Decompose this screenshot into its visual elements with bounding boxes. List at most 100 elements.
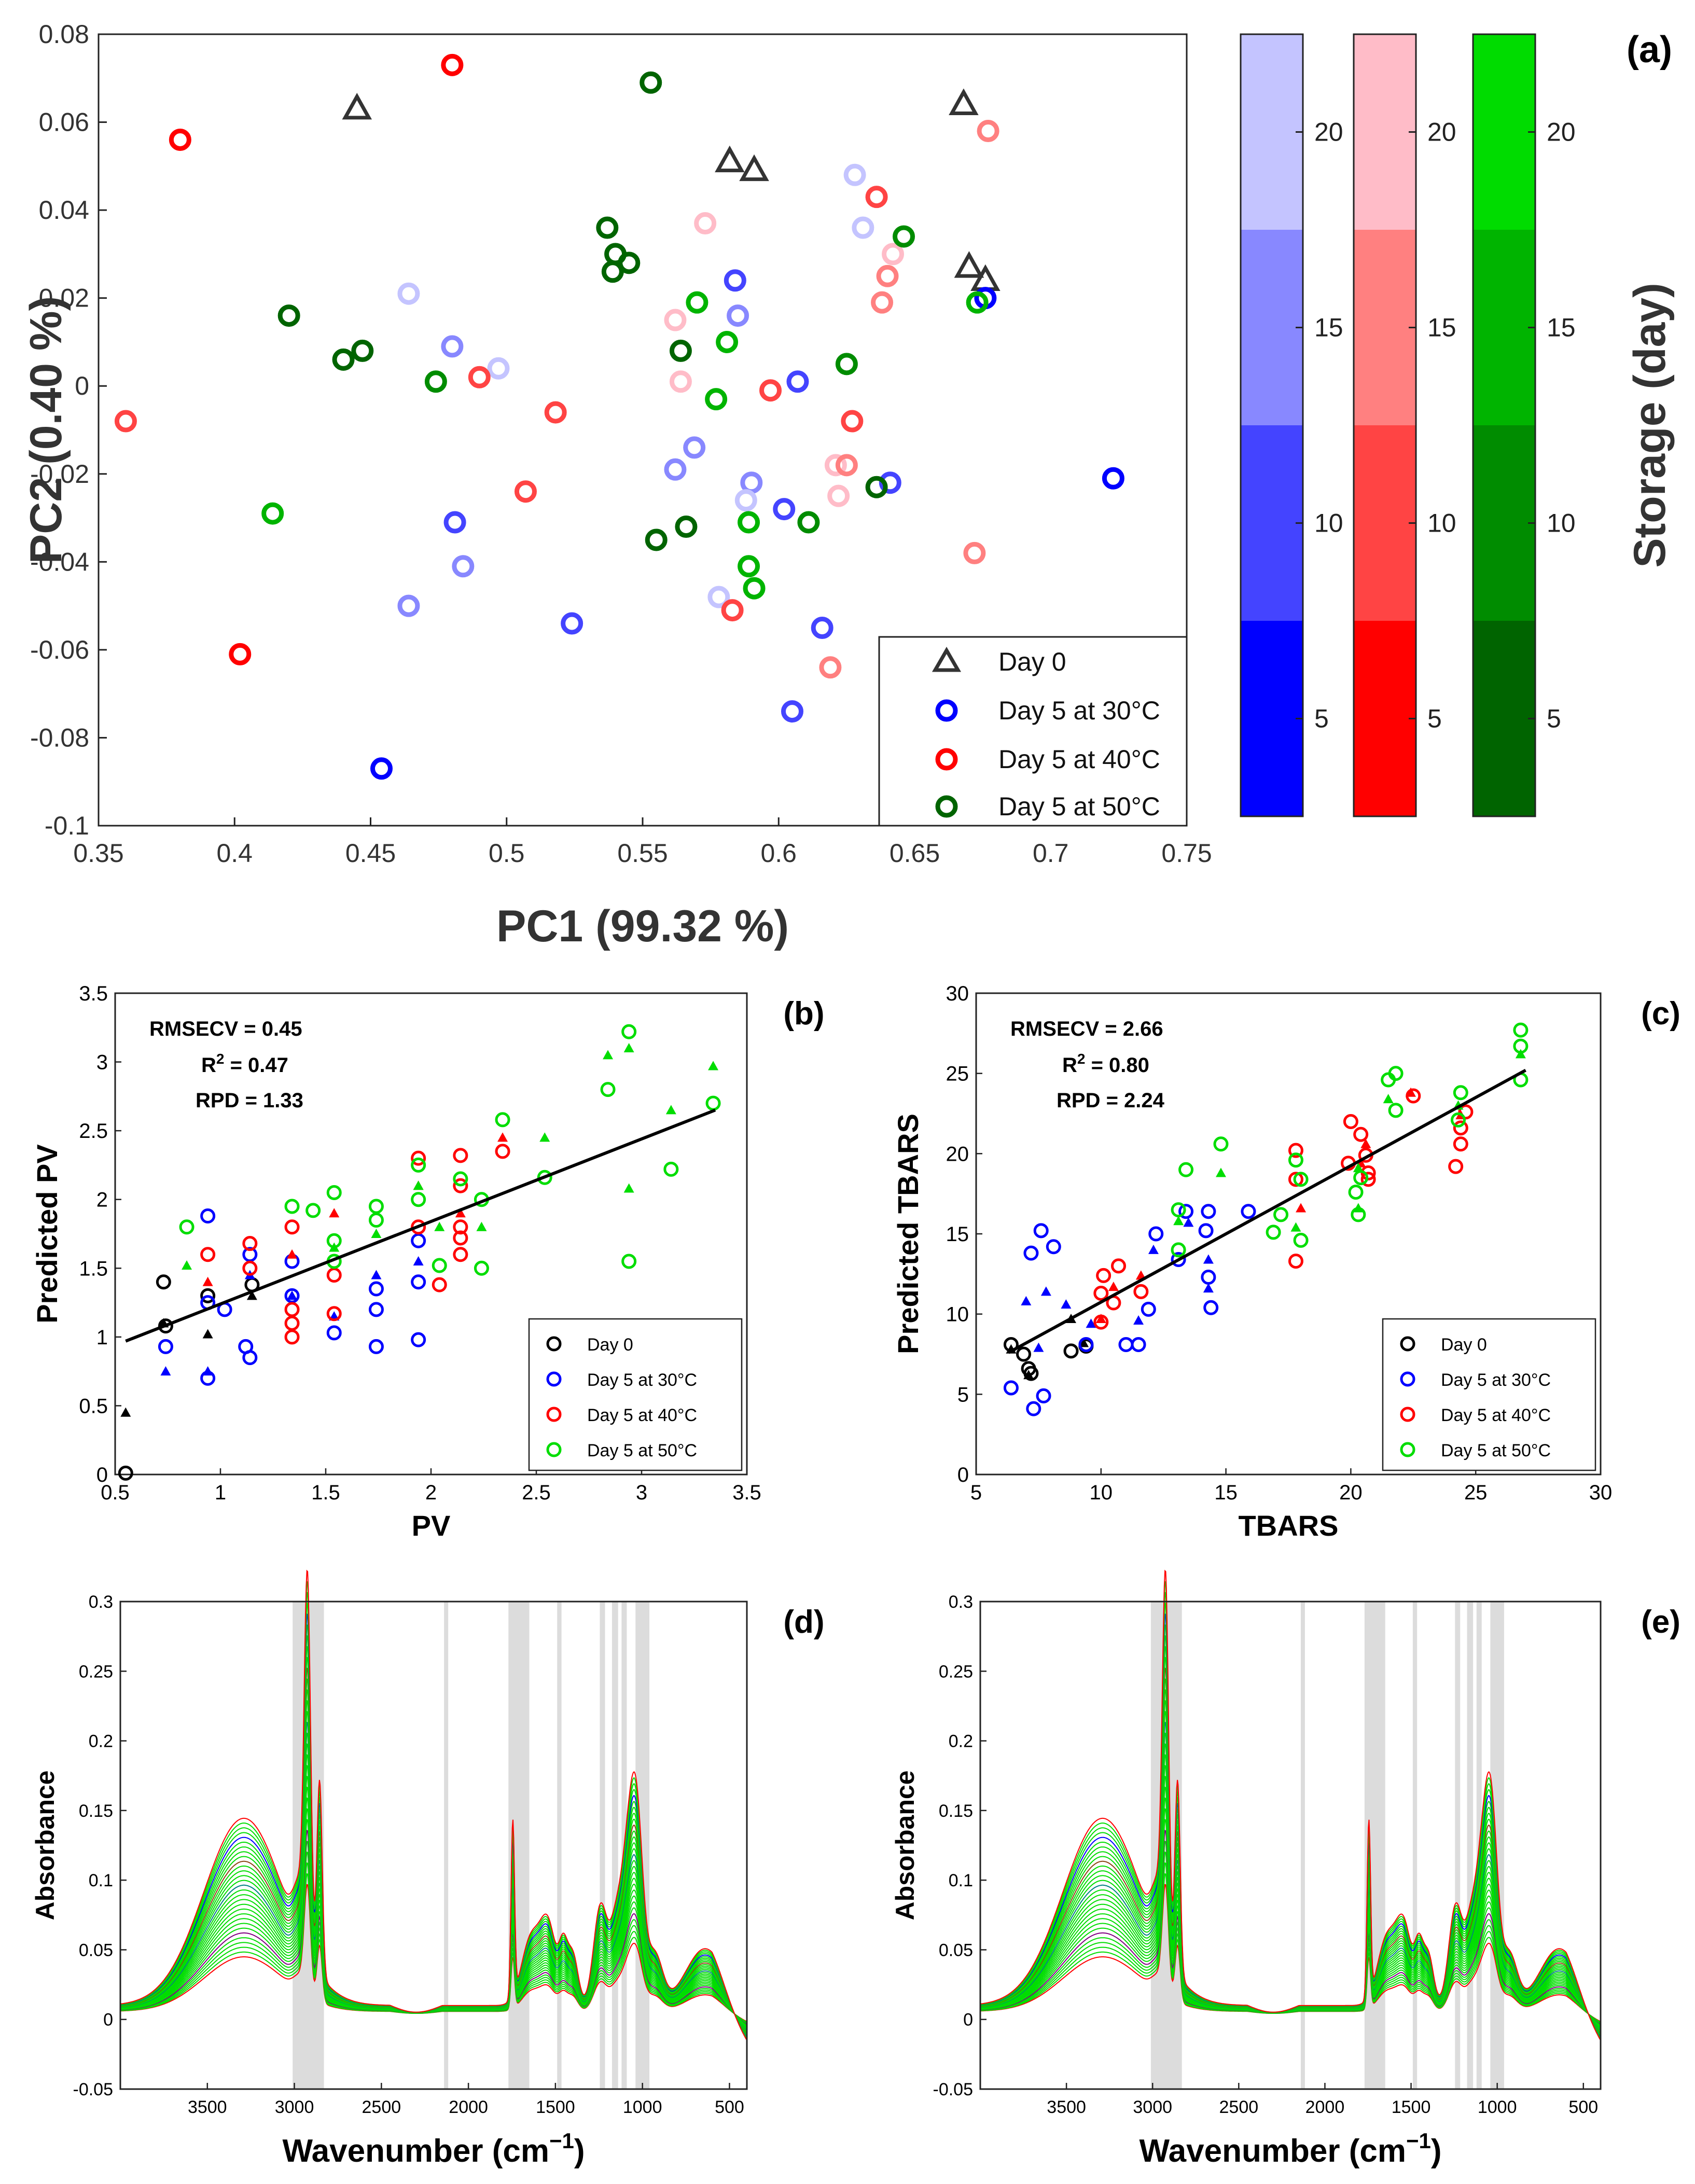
x-tick-label: 0.4 [216, 839, 253, 868]
triangle-point [371, 1270, 382, 1279]
scatter-point [370, 757, 393, 780]
circle-point [1453, 1136, 1468, 1152]
scatter-point [514, 480, 537, 503]
spectrum-line [980, 1569, 1601, 2041]
y-tick-label: 0.2 [89, 1732, 113, 1751]
y-tick-label: -0.06 [30, 635, 89, 664]
plot-frame [119, 1601, 748, 2090]
circle-point [368, 1212, 384, 1228]
x-tick-label: 1 [215, 1481, 226, 1504]
scatter-point [229, 643, 252, 665]
circle-point [1241, 1204, 1256, 1219]
circle-point [411, 1192, 426, 1207]
circle-point [1003, 1380, 1019, 1396]
rmsecv-stat: RMSECV = 0.45 [149, 1018, 302, 1040]
circle-point [1388, 1066, 1404, 1081]
circle-point [1093, 1314, 1109, 1330]
circle-point [1288, 1172, 1303, 1187]
circle-point [368, 1281, 384, 1297]
circle-point [411, 1233, 426, 1248]
scatter-point [966, 291, 989, 314]
highlighted-region [1412, 1602, 1418, 2089]
y-tick-label: 0 [96, 1464, 108, 1486]
x-tick-label: 3000 [1133, 2097, 1172, 2117]
scatter-point [734, 489, 757, 512]
legend-label: Day 5 at 30°C [587, 1370, 697, 1390]
triangle-point [1215, 1167, 1226, 1177]
circle-point [1288, 1143, 1303, 1158]
highlighted-region [1300, 1602, 1305, 2089]
circle-point [1353, 1126, 1369, 1142]
circle-point [158, 1318, 173, 1334]
legend-circle-icon [935, 699, 958, 722]
scatter-point [977, 120, 999, 143]
x-tick-label: 2000 [449, 2097, 488, 2117]
scatter-point [332, 348, 355, 371]
y-axis-title: Predicted PV [31, 1144, 63, 1323]
scatter-point [827, 484, 850, 507]
legend-label: Day 5 at 40°C [998, 745, 1160, 774]
triangle-point [1203, 1254, 1214, 1264]
spectrum-line [120, 1569, 747, 2041]
circle-point [284, 1288, 300, 1303]
triangle-point [1203, 1283, 1214, 1293]
triangle-point [497, 1132, 508, 1142]
x-tick-label: 3500 [1047, 2097, 1086, 2117]
legend-label: Day 5 at 40°C [1441, 1406, 1551, 1425]
y-tick-label: 0.02 [39, 284, 89, 313]
y-tick-label: 25 [946, 1063, 969, 1086]
y-tick-label: 0.15 [79, 1801, 113, 1821]
circle-point [1266, 1225, 1281, 1240]
panel-label: (e) [1641, 1604, 1680, 1640]
legend-label: Day 0 [587, 1335, 633, 1355]
scatter-point [773, 498, 796, 521]
regression-line [1008, 1068, 1526, 1354]
circle-point [495, 1112, 510, 1128]
triangle-point [623, 1043, 634, 1053]
triangle-point [160, 1366, 171, 1376]
scatter-point [664, 309, 687, 331]
x-tick-label: 2.5 [522, 1481, 551, 1504]
circle-point [242, 1350, 258, 1366]
day0-triangle-marker [715, 145, 745, 173]
scatter-point [781, 700, 803, 723]
colorbar-tick-label: 15 [1427, 313, 1456, 342]
circle-point [1513, 1038, 1529, 1054]
scatter-point [963, 541, 986, 564]
y-tick-label: 2.5 [79, 1120, 108, 1143]
y-tick-label: 0.05 [79, 1940, 113, 1960]
x-tick-label: 25 [1464, 1481, 1488, 1504]
legend: Day 0 Day 5 at 30°C Day 5 at 40°C Day 5 at … [1382, 1318, 1596, 1471]
y-tick-label: 2 [96, 1189, 108, 1212]
scatter-point [351, 339, 374, 362]
circle-point [1201, 1270, 1216, 1285]
y-tick-label: 0.3 [89, 1592, 113, 1612]
scatter-point [819, 656, 842, 679]
scatter-point [811, 617, 833, 639]
legend-circle-icon [935, 795, 958, 818]
circle-point [411, 1274, 426, 1290]
r2-stat: R2 = 0.80 [1062, 1051, 1149, 1077]
y-axis-title: Absorbance [31, 1771, 60, 1921]
x-tick-label: 1.5 [311, 1481, 340, 1504]
scatter-point [618, 252, 641, 274]
colorbar-tick-label: 15 [1547, 313, 1576, 342]
colorbar-segment [1241, 230, 1303, 425]
y-tick-label: 30 [946, 982, 969, 1005]
triangle-point [202, 1276, 213, 1286]
x-tick-label: 0.45 [345, 839, 396, 868]
triangle-point [120, 1407, 131, 1417]
colorbar-segment [1473, 34, 1535, 230]
scatter-point [397, 282, 420, 305]
circle-point [368, 1302, 384, 1317]
circle-point [326, 1185, 342, 1200]
scatter-point [596, 216, 619, 239]
regression-line [125, 1108, 716, 1343]
colorbar-tick-label: 5 [1314, 704, 1329, 733]
scatter-point [675, 516, 698, 538]
legend-label: Day 5 at 50°C [587, 1441, 697, 1460]
scatter-point [664, 458, 687, 481]
scatter-point [882, 243, 905, 266]
y-tick-label: 1.5 [79, 1257, 108, 1280]
